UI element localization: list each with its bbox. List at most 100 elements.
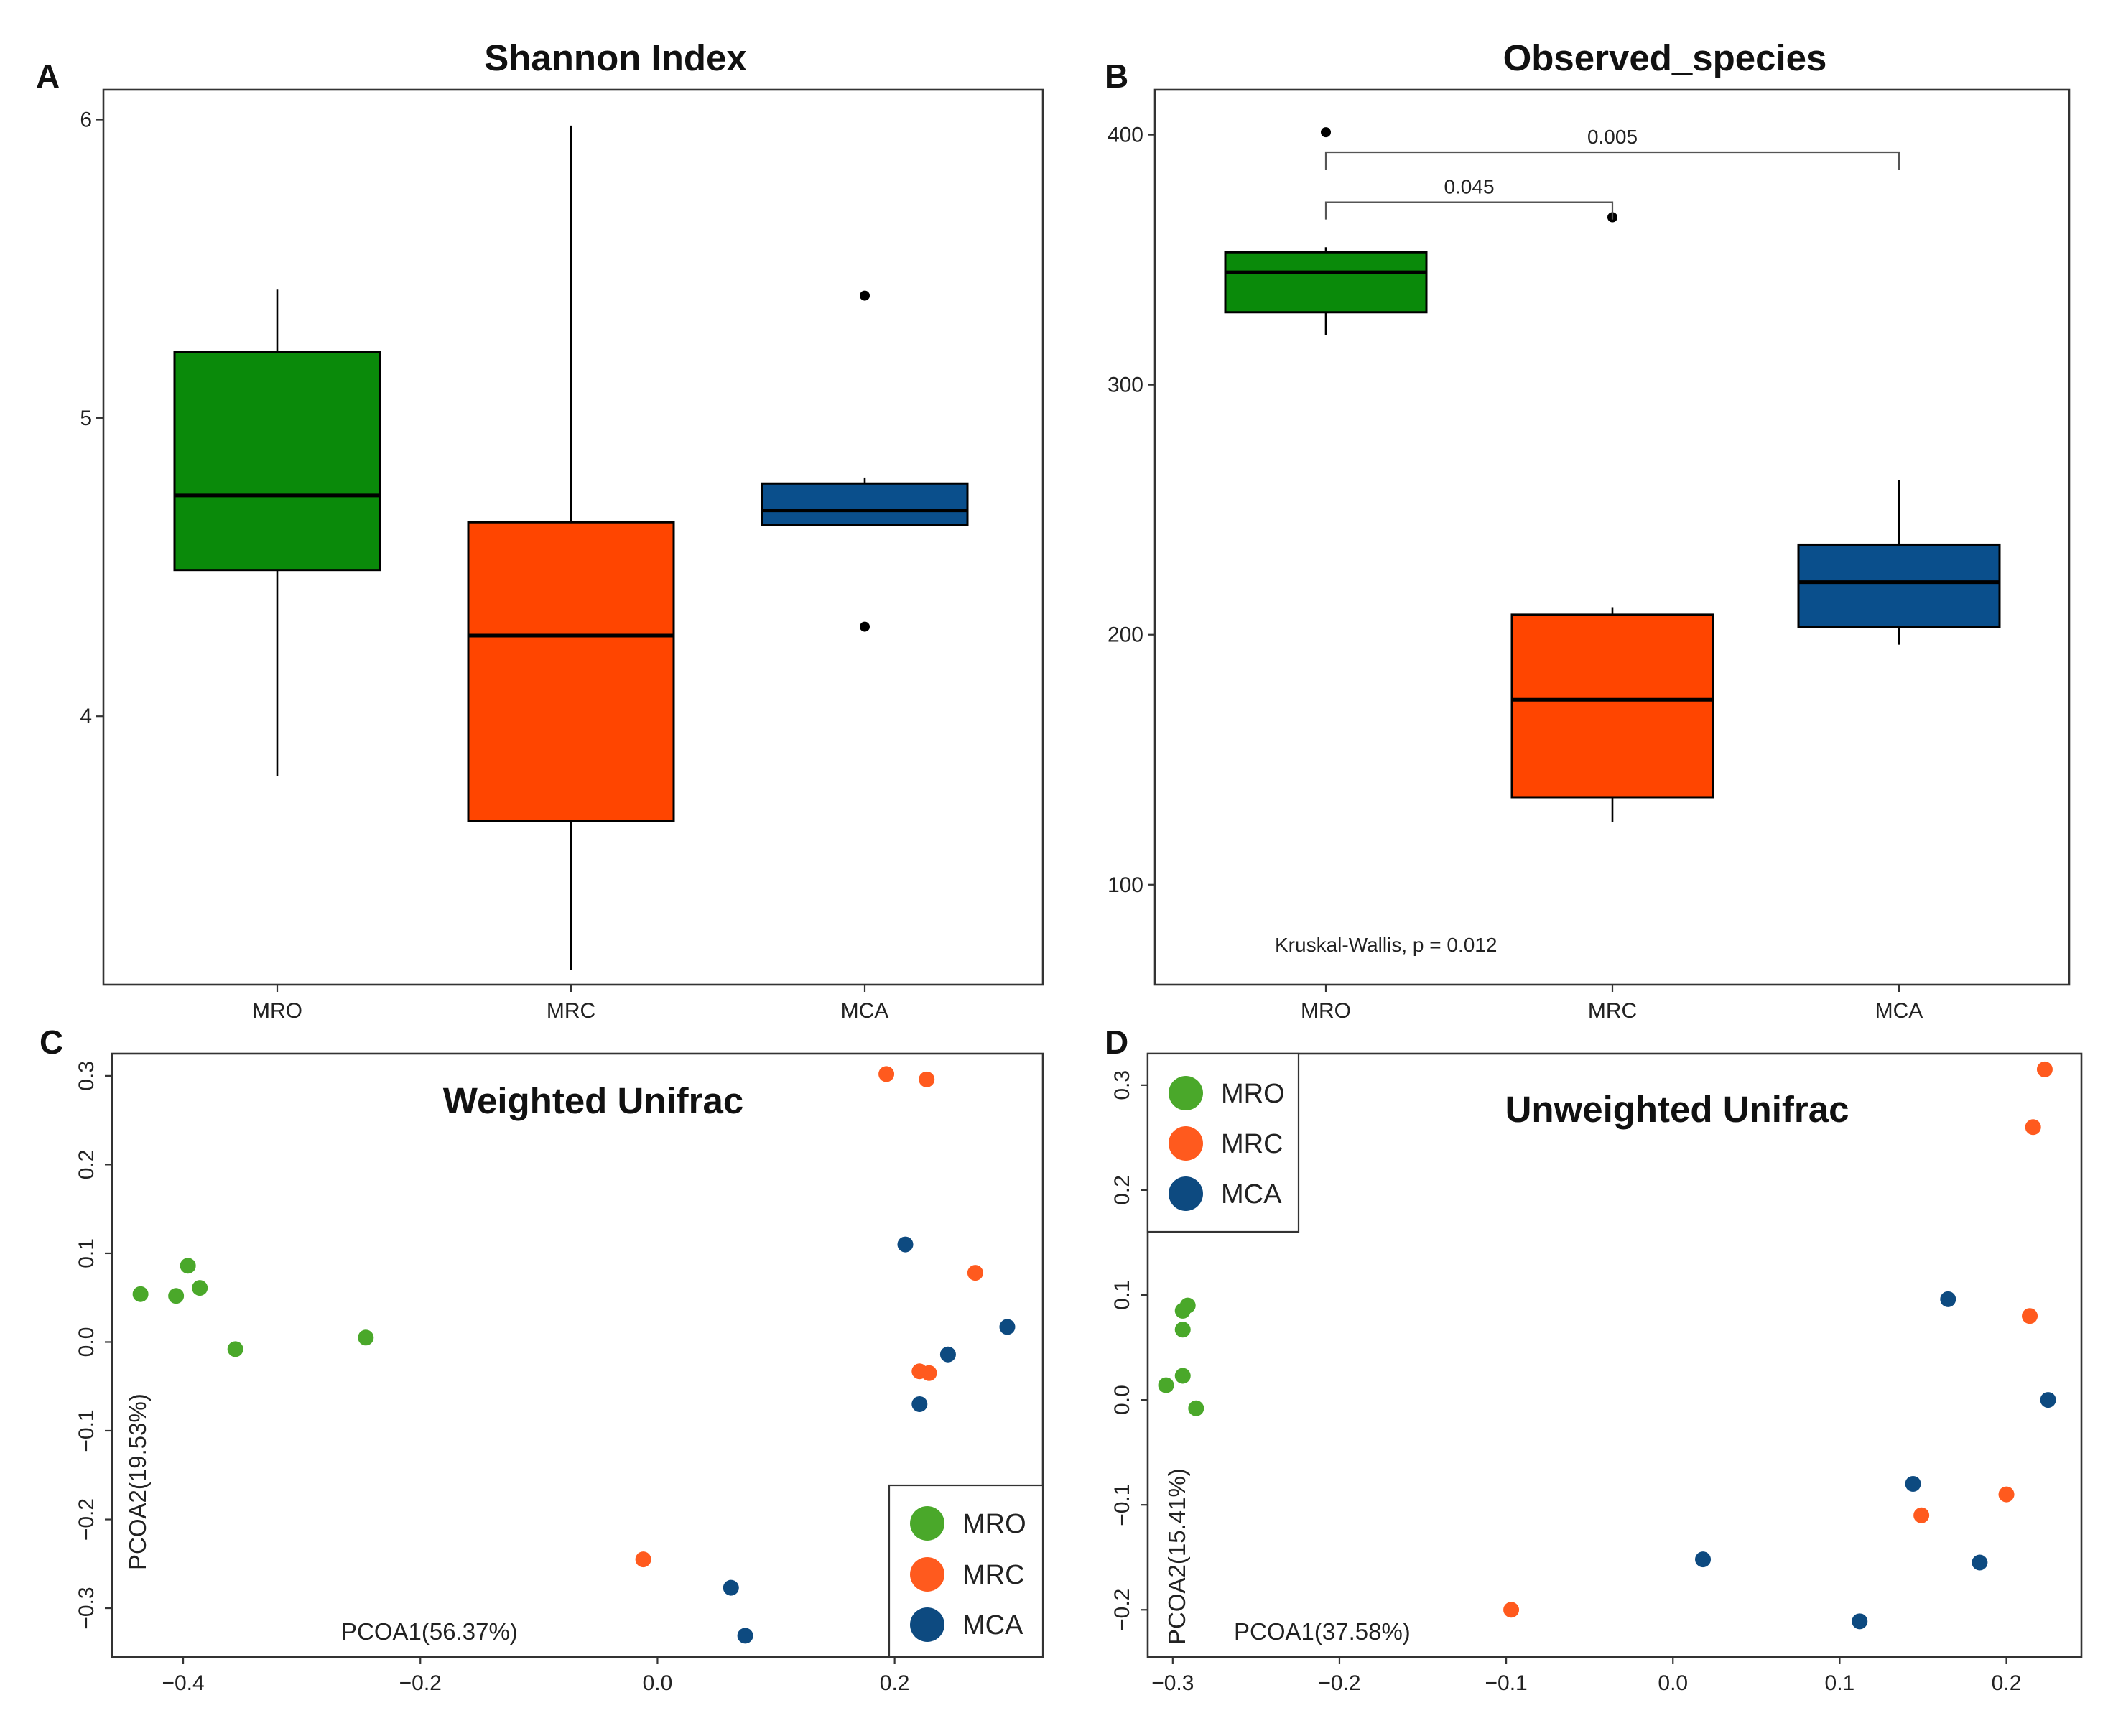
panel-c-point-mro [358, 1329, 374, 1346]
panel-b-xtick-label-mrc: MRC [1588, 999, 1637, 1023]
panel-d-xlabel: PCOA1(37.58%) [1234, 1618, 1411, 1645]
panel-c-ytick-label: 0.1 [75, 1238, 98, 1268]
panel-c-plot: −0.4 −0.2 0.0 0.2 −0.3 −0.2 −0.1 0.0 0.1 0.2 0.3 [75, 1061, 1016, 1695]
panel-b-ytick-label: 100 [1108, 873, 1143, 897]
panel-c-point-mro [227, 1341, 243, 1357]
panel-d: D Unweighted Unifrac −0.3 −0.2 −0.1 0.0 0.1 0… [1105, 1024, 2083, 1695]
panel-d-xtick-label: −0.2 [1318, 1671, 1360, 1695]
panel-c-point-mro [132, 1286, 149, 1302]
panel-c-legend-label-mrc: MRC [962, 1560, 1025, 1590]
panel-a-xtick-label-mrc: MRC [547, 999, 595, 1023]
panel-d-point-mro [1174, 1302, 1191, 1319]
panel-c-point-mrc [878, 1066, 895, 1082]
panel-c-point-mca [737, 1628, 753, 1644]
panel-c-title: Weighted Unifrac [443, 1080, 743, 1121]
panel-d-legend-swatch-mca [1169, 1176, 1203, 1211]
panel-d-legend-label-mrc: MRC [1221, 1129, 1283, 1159]
panel-d-ytick-label: 0.0 [1110, 1385, 1134, 1415]
panel-d-point-mro [1188, 1400, 1204, 1416]
panel-d-title: Unweighted Unifrac [1505, 1089, 1849, 1130]
panel-c-xtick-label: 0.2 [880, 1671, 910, 1695]
panel-c-legend-swatch-mrc [910, 1557, 944, 1592]
panel-d-ytick-label: 0.2 [1110, 1175, 1134, 1205]
panel-c-point-mca [911, 1396, 928, 1412]
panel-d-point-mrc [1503, 1602, 1520, 1618]
panel-c-legend-label-mro: MRO [962, 1509, 1026, 1539]
panel-b-ytick-label: 200 [1108, 623, 1143, 647]
panel-c: C Weighted Unifrac −0.4 −0.2 0.0 0.2−0.3−0.… [40, 1024, 1044, 1695]
panel-a-title: Shannon Index [484, 37, 747, 78]
panel-d-point-mrc [2025, 1119, 2041, 1136]
panel-d-ytick-label: 0.3 [1110, 1070, 1134, 1100]
panel-b-box-mro [1224, 251, 1428, 314]
panel-b-ytick-label: 300 [1108, 373, 1143, 397]
panel-c-ytick-label: −0.2 [75, 1498, 98, 1541]
panel-c-point-mrc [635, 1551, 651, 1568]
panel-d-ytick-label: −0.2 [1110, 1589, 1134, 1631]
panel-d-ylabel: PCOA2(15.41%) [1164, 1468, 1190, 1645]
panel-d-legend-swatch-mrc [1169, 1126, 1203, 1161]
panel-c-point-mca [939, 1346, 956, 1363]
panel-d-ytick-label: −0.1 [1110, 1484, 1134, 1526]
panel-b-comparison-bracket [1324, 151, 1900, 170]
panel-d-point-mca [1905, 1475, 1921, 1492]
panel-c-ytick-label: −0.1 [75, 1409, 98, 1452]
panel-c-xtick-label: −0.4 [162, 1671, 204, 1695]
panel-a-box-mro [173, 351, 381, 572]
panel-d-point-mro [1174, 1322, 1191, 1338]
panel-b-xtick-label-mro: MRO [1301, 999, 1351, 1023]
panel-c-xlabel: PCOA1(56.37%) [341, 1618, 518, 1645]
panel-a-letter: A [36, 57, 60, 95]
panel-a-outlier-mca [860, 621, 870, 632]
panel-b-letter: B [1105, 57, 1128, 95]
panel-b-comparison-label: 0.045 [1444, 176, 1494, 198]
panel-a-plot: 4 5 6 MRO MRC MCA [80, 108, 969, 1023]
panel-d-legend-swatch-mro [1169, 1076, 1203, 1110]
panel-d-point-mro [1174, 1368, 1191, 1384]
panel-c-ytick-label: −0.3 [75, 1587, 98, 1629]
panel-c-point-mrc [919, 1071, 935, 1087]
panel-a-outlier-mca [860, 290, 870, 301]
panel-c-xtick-label: 0.0 [643, 1671, 673, 1695]
panel-b-xtick-label-mca: MCA [1875, 999, 1923, 1023]
panel-d-point-mro [1158, 1377, 1174, 1393]
panel-d-point-mrc [1998, 1486, 2015, 1503]
panel-c-point-mrc [921, 1365, 937, 1381]
panel-d-xtick-label: 0.1 [1825, 1671, 1855, 1695]
panel-c-point-mro [168, 1288, 185, 1304]
panel-d-point-mca [1972, 1554, 1988, 1571]
panel-d-point-mca [2040, 1392, 2056, 1408]
panel-b-plot: 100 200 300 400 MRO MRC MCA 0.005 0.045 [1108, 124, 2001, 1023]
panel-c-legend-swatch-mca [910, 1607, 944, 1642]
panel-d-point-mrc [2022, 1308, 2038, 1324]
panel-d-xtick-label: −0.3 [1151, 1671, 1194, 1695]
panel-c-point-mro [180, 1258, 196, 1274]
panel-a-ytick-label: 5 [80, 407, 92, 430]
panel-d-plot: −0.3 −0.2 −0.1 0.0 0.1 0.2 −0.2 −0.1 0.0 0.1 0.2 0.… [1110, 1061, 2056, 1695]
panel-a-xtick-label-mca: MCA [841, 999, 889, 1023]
panel-b-ytick-label: 400 [1108, 124, 1143, 147]
panel-c-point-mca [999, 1319, 1016, 1335]
panel-c-ytick-label: 0.3 [75, 1061, 98, 1091]
panel-d-point-mca [1695, 1551, 1712, 1568]
panel-b-outlier-mro [1321, 127, 1331, 138]
panel-b-title: Observed_species [1503, 37, 1827, 78]
panel-a-box-mca [761, 482, 969, 526]
panel-d-legend-label-mro: MRO [1221, 1079, 1285, 1109]
panel-d-xtick-label: 0.2 [1992, 1671, 2022, 1695]
panel-d-ytick-label: 0.1 [1110, 1280, 1134, 1310]
panel-a-ytick-label: 4 [80, 705, 92, 728]
panel-c-point-mca [723, 1579, 739, 1596]
panel-d-legend-label-mca: MCA [1221, 1179, 1282, 1210]
panel-b-comparison-bracket [1324, 201, 1614, 220]
panel-d-point-mrc [1913, 1507, 1930, 1523]
panel-a: A Shannon Index 4 5 6 MRO MRC MCA [36, 37, 1044, 1023]
panel-b-box-mca [1797, 543, 2001, 628]
panel-c-point-mrc [967, 1265, 983, 1281]
panel-c-xtick-label: −0.2 [399, 1671, 442, 1695]
panel-b: B Observed_species 100 200 300 400 MRO MRC MCA… [1105, 37, 2071, 1023]
panel-d-point-mrc [2036, 1061, 2053, 1077]
panel-c-point-mca [897, 1236, 914, 1253]
panel-d-xtick-label: −0.1 [1485, 1671, 1527, 1695]
